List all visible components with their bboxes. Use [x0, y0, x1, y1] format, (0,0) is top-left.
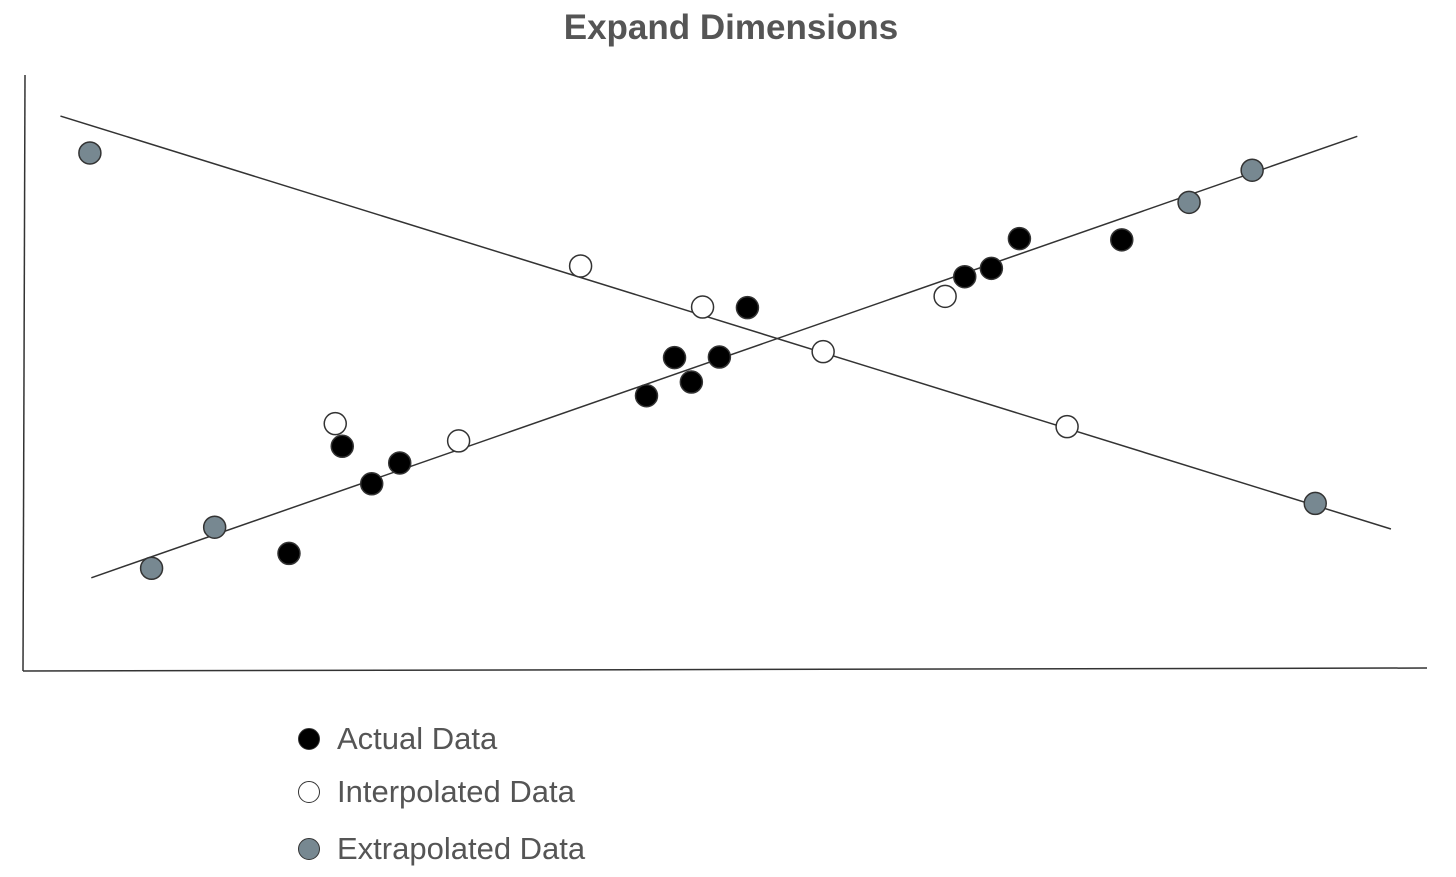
point-actual-data-1	[277, 541, 301, 566]
legend-item-actual-data: Actual Data	[298, 712, 585, 765]
point-actual-data-8	[707, 345, 732, 369]
point-interpolated-data-6	[933, 284, 957, 309]
legend-marker-actual-data	[298, 727, 320, 750]
point-interpolated-data-7	[1055, 414, 1079, 439]
point-actual-data-13	[1110, 228, 1134, 252]
x-axis	[22, 667, 1428, 672]
legend-label-interpolated-data: Interpolated Data	[337, 773, 575, 809]
point-actual-data-9	[735, 295, 760, 320]
point-actual-data-4	[387, 451, 412, 475]
point-extrapolated-data-3	[202, 515, 227, 539]
point-actual-data-12	[1007, 226, 1032, 251]
point-actual-data-6	[662, 345, 687, 370]
legend-marker-interpolated-data	[298, 780, 320, 803]
point-extrapolated-data-4	[1177, 190, 1201, 215]
point-interpolated-data-1	[323, 411, 347, 436]
legend-label-extrapolated-data: Extrapolated Data	[337, 830, 586, 866]
chart-title: Expand Dimensions	[563, 8, 899, 47]
point-actual-data-10	[952, 264, 977, 289]
trend-line-1	[60, 115, 1392, 530]
point-actual-data-7	[679, 370, 704, 394]
point-actual-data-3	[359, 472, 384, 496]
legend: Actual Data Interpolated Data Extrapolat…	[298, 712, 585, 877]
point-interpolated-data-2	[446, 429, 471, 453]
legend-item-extrapolated-data: Extrapolated Data	[298, 818, 585, 877]
point-extrapolated-data-5	[1240, 158, 1264, 182]
point-interpolated-data-5	[811, 339, 835, 364]
axes	[22, 74, 1428, 672]
point-actual-data-11	[979, 256, 1004, 281]
point-interpolated-data-4	[690, 295, 715, 319]
point-actual-data-2	[330, 434, 355, 459]
point-actual-data-5	[634, 383, 659, 408]
point-extrapolated-data-6	[1303, 491, 1327, 516]
y-axis	[22, 74, 26, 672]
data-points	[78, 141, 1327, 581]
legend-marker-extrapolated-data	[298, 837, 320, 860]
trend-lines	[60, 115, 1392, 579]
point-extrapolated-data-1	[78, 141, 102, 165]
legend-label-actual-data: Actual Data	[337, 720, 498, 756]
legend-item-interpolated-data: Interpolated Data	[298, 765, 585, 818]
point-interpolated-data-3	[568, 254, 593, 278]
point-extrapolated-data-2	[139, 556, 164, 581]
